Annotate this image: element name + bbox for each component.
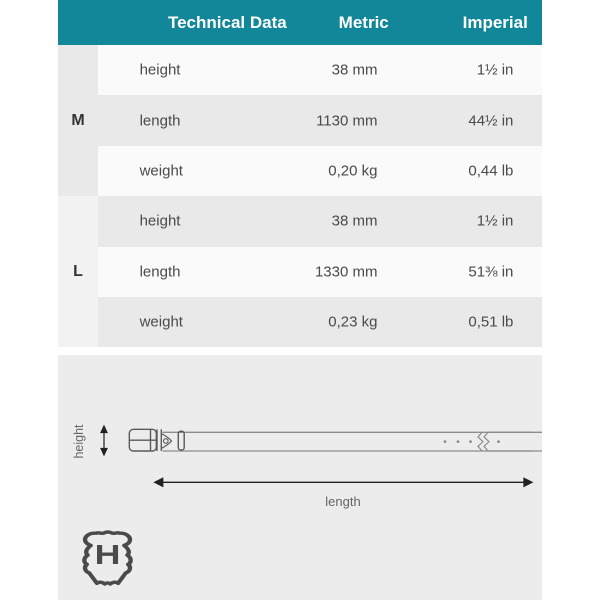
svg-text:height: height <box>72 424 86 459</box>
svg-text:length: length <box>325 494 360 509</box>
svg-text:H: H <box>95 538 121 569</box>
